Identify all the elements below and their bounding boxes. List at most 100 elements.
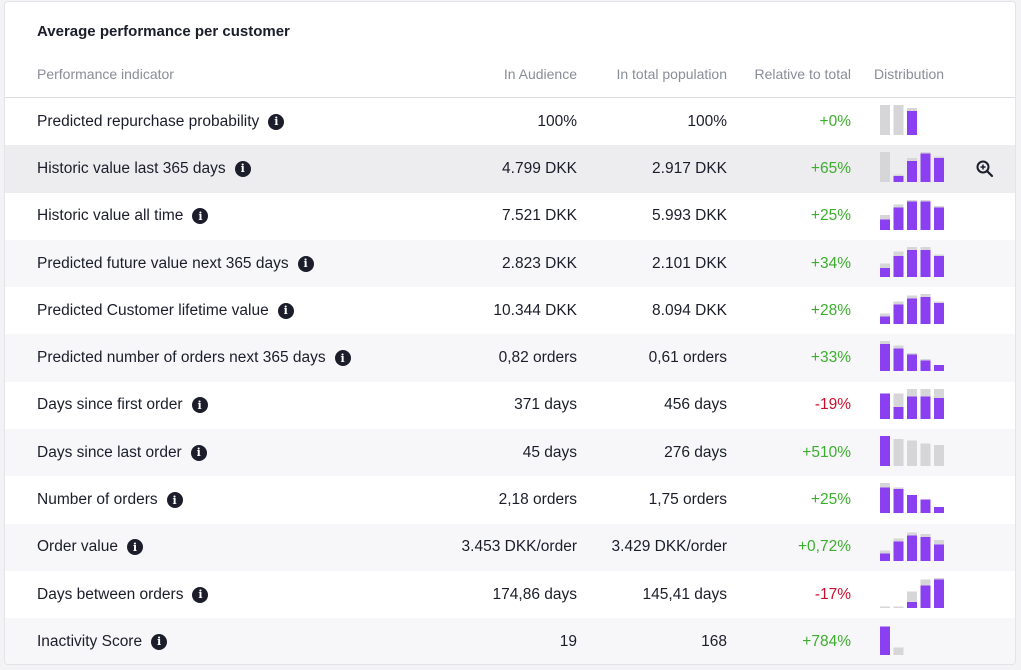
- audience-bar: [880, 436, 890, 467]
- info-icon[interactable]: i: [190, 444, 207, 461]
- distribution-chart: [880, 341, 944, 372]
- population-bar: [893, 647, 904, 656]
- relative-to-total-value: +34%: [810, 254, 851, 272]
- indicator-label: Historic value all time: [37, 207, 184, 225]
- relative-to-total-value: +65%: [810, 159, 851, 177]
- in-audience-value: 0,82 orders: [498, 349, 577, 367]
- indicator-cell: Inactivity Score i: [37, 633, 168, 651]
- performance-card: Average performance per customer Perform…: [4, 1, 1016, 665]
- audience-bar: [907, 535, 917, 561]
- indicator-label: Number of orders: [37, 491, 158, 509]
- table-row[interactable]: Order value i 3.453 DKK/order 3.429 DKK/ord…: [5, 523, 1015, 571]
- in-total-population-value: 2.917 DKK: [652, 159, 727, 177]
- indicator-cell: Days since first order i: [37, 396, 208, 414]
- audience-bar: [893, 489, 904, 514]
- info-icon[interactable]: i: [268, 113, 285, 130]
- audience-bar: [920, 249, 931, 277]
- indicator-label: Predicted Customer lifetime value: [37, 301, 269, 319]
- audience-bar: [920, 396, 931, 419]
- info-icon[interactable]: i: [126, 539, 143, 556]
- audience-bar: [893, 176, 904, 183]
- table-row[interactable]: Historic value last 365 days i 4.799 DKK 2.…: [5, 145, 1015, 193]
- indicator-cell: Historic value last 365 days i: [37, 160, 251, 178]
- zoom-in-icon[interactable]: [975, 159, 995, 179]
- table-row[interactable]: Predicted Customer lifetime value i 10.344…: [5, 287, 1015, 334]
- table-row[interactable]: Inactivity Score i 19 168 +784%: [5, 618, 1015, 664]
- audience-bar: [880, 267, 890, 277]
- in-audience-value: 10.344 DKK: [493, 301, 577, 319]
- population-bar: [907, 440, 917, 467]
- indicator-cell: Predicted number of orders next 365 days…: [37, 349, 351, 367]
- info-icon[interactable]: i: [191, 397, 208, 414]
- indicator-label: Days between orders: [37, 585, 184, 603]
- distribution-chart: [880, 577, 944, 608]
- info-icon[interactable]: i: [277, 302, 294, 319]
- audience-bar: [893, 255, 904, 277]
- audience-bar: [920, 499, 931, 514]
- relative-to-total-value: -17%: [814, 585, 851, 603]
- column-header-in-total-population: In total population: [616, 66, 727, 82]
- population-bar: [893, 393, 904, 419]
- indicator-cell: Days since last order i: [37, 444, 207, 462]
- indicator-label: Predicted number of orders next 365 days: [37, 349, 326, 367]
- audience-bar: [920, 536, 931, 561]
- table-row[interactable]: Historic value all time i 7.521 DKK 5.993 D…: [5, 193, 1015, 240]
- in-audience-value: 371 days: [514, 396, 577, 414]
- relative-to-total-value: +510%: [802, 443, 851, 461]
- table-row[interactable]: Predicted future value next 365 days i 2.8…: [5, 239, 1015, 288]
- audience-bar: [880, 487, 890, 514]
- audience-bar: [893, 348, 904, 372]
- table-row[interactable]: Predicted number of orders next 365 days…: [5, 334, 1015, 382]
- distribution-chart: [880, 199, 944, 230]
- table-row[interactable]: Number of orders i 2,18 orders 1,75 orders +…: [5, 476, 1015, 523]
- audience-bar: [880, 219, 890, 230]
- in-total-population-value: 145,41 days: [642, 585, 727, 603]
- info-icon[interactable]: i: [166, 492, 183, 509]
- population-bar: [880, 152, 890, 183]
- in-total-population-value: 168: [701, 632, 727, 650]
- distribution-chart: [880, 532, 944, 561]
- audience-bar: [920, 297, 931, 325]
- in-total-population-value: 0,61 orders: [648, 349, 727, 367]
- population-bar: [880, 105, 890, 135]
- table-row[interactable]: Predicted repurchase probability i 100% 100…: [5, 98, 1015, 145]
- info-icon[interactable]: i: [151, 633, 168, 650]
- distribution-chart: [880, 388, 944, 419]
- distribution-chart: [880, 246, 944, 277]
- audience-bar: [907, 201, 917, 230]
- distribution-chart: [880, 436, 944, 467]
- in-audience-value: 174,86 days: [492, 585, 577, 603]
- indicator-cell: Number of orders i: [37, 491, 183, 509]
- indicator-cell: Order value i: [37, 538, 143, 556]
- distribution-chart: [880, 152, 944, 183]
- info-icon[interactable]: i: [192, 586, 209, 603]
- audience-bar: [934, 207, 944, 230]
- audience-bar: [934, 303, 944, 325]
- audience-bar: [934, 544, 944, 561]
- audience-bar: [920, 585, 931, 608]
- population-bar: [893, 606, 904, 608]
- in-total-population-value: 100%: [687, 112, 727, 130]
- distribution-chart: [880, 294, 944, 325]
- audience-bar: [880, 344, 890, 372]
- column-header-distribution: Distribution: [874, 66, 945, 82]
- info-icon[interactable]: i: [234, 160, 251, 177]
- population-bar: [920, 443, 931, 467]
- relative-to-total-value: +25%: [810, 491, 851, 509]
- table-row[interactable]: Days since first order i 371 days 456 days -…: [5, 382, 1015, 429]
- info-icon[interactable]: i: [334, 350, 351, 367]
- in-audience-value: 3.453 DKK/order: [461, 538, 577, 556]
- info-icon[interactable]: i: [297, 255, 314, 272]
- distribution-chart: [880, 483, 944, 514]
- indicator-cell: Predicted Customer lifetime value i: [37, 302, 294, 320]
- table-row[interactable]: Days since last order i 45 days 276 days +51…: [5, 429, 1015, 477]
- audience-bar: [934, 158, 944, 183]
- relative-to-total-value: +0%: [819, 112, 851, 130]
- population-bar: [934, 445, 944, 467]
- indicator-cell: Days between orders i: [37, 585, 209, 604]
- in-audience-value: 7.521 DKK: [502, 207, 577, 225]
- info-icon[interactable]: i: [192, 208, 209, 225]
- table-row[interactable]: Days between orders i 174,86 days 145,41 da…: [5, 571, 1015, 618]
- audience-bar: [880, 393, 890, 419]
- audience-bar: [893, 207, 904, 230]
